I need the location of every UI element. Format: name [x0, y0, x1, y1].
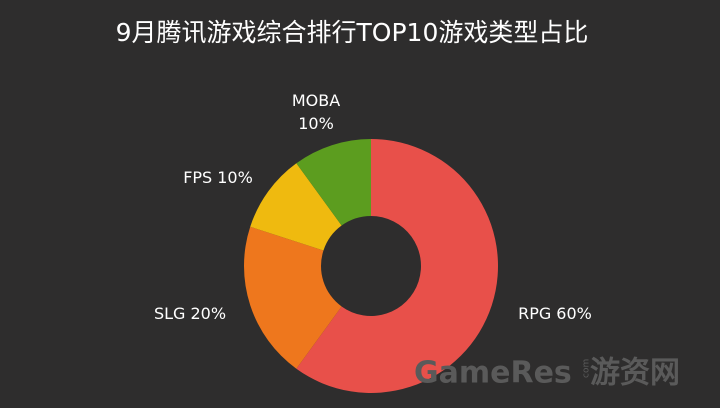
label-name: SLG — [154, 304, 185, 323]
watermark: GameRes — [414, 356, 572, 391]
label-value: 10% — [298, 114, 334, 133]
slice — [244, 226, 342, 369]
slice — [296, 139, 371, 226]
watermark: com — [582, 359, 592, 378]
label-name: RPG — [518, 304, 551, 323]
slice — [250, 163, 342, 251]
slice — [296, 139, 498, 394]
label-value: 60% — [556, 304, 592, 323]
label-value: 20% — [190, 304, 226, 323]
label-name: MOBA — [292, 91, 340, 110]
data-label: RPG 60% — [518, 304, 592, 323]
chart-title: 9月腾讯游戏综合排行TOP10游戏类型占比 — [116, 18, 589, 47]
watermark: 游资网 — [590, 356, 680, 391]
label-value: 10% — [217, 168, 253, 187]
labels: RPG 60% SLG 20% FPS 10% MOBA 10% — [154, 91, 592, 323]
label-name: FPS — [183, 168, 212, 187]
data-label: FPS 10% — [183, 168, 253, 187]
donut — [244, 139, 498, 394]
data-label: SLG 20% — [154, 304, 226, 323]
data-label: MOBA 10% — [292, 91, 340, 133]
